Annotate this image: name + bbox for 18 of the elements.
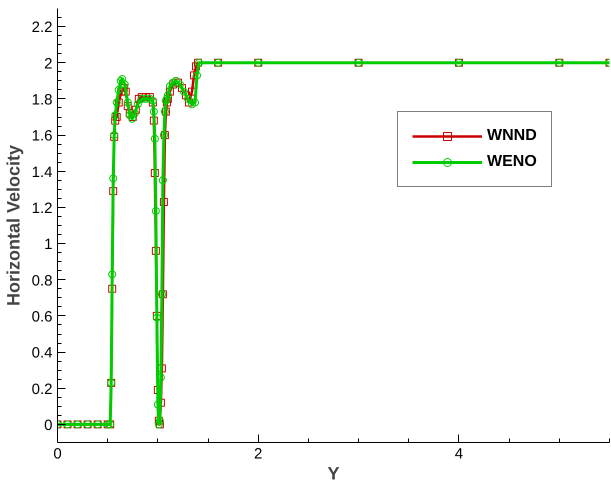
y-tick-label: 1.2 xyxy=(32,200,53,217)
y-tick-label: 1.6 xyxy=(32,128,53,145)
y-tick-label: 0.6 xyxy=(32,308,53,326)
y-tick-label: 1 xyxy=(44,236,52,254)
legend-label: WENO xyxy=(487,153,537,171)
x-tick-label: 2 xyxy=(254,446,262,462)
y-tick-label: 1.4 xyxy=(32,164,53,181)
y-tick-label: 0.4 xyxy=(32,344,53,362)
y-tick-label: 2 xyxy=(44,55,52,72)
legend-label: WNND xyxy=(487,127,537,145)
y-tick-label: 0.2 xyxy=(32,380,53,398)
y-tick-label: 2.2 xyxy=(32,19,53,36)
x-tick-label: 4 xyxy=(454,446,464,462)
y-tick-label: 1.8 xyxy=(32,91,53,108)
y-axis-title: Horizontal Velocity xyxy=(4,144,24,306)
y-tick-label: 0 xyxy=(44,416,52,434)
y-tick-label: 0.8 xyxy=(32,272,53,290)
x-axis-title: Y xyxy=(327,464,340,484)
